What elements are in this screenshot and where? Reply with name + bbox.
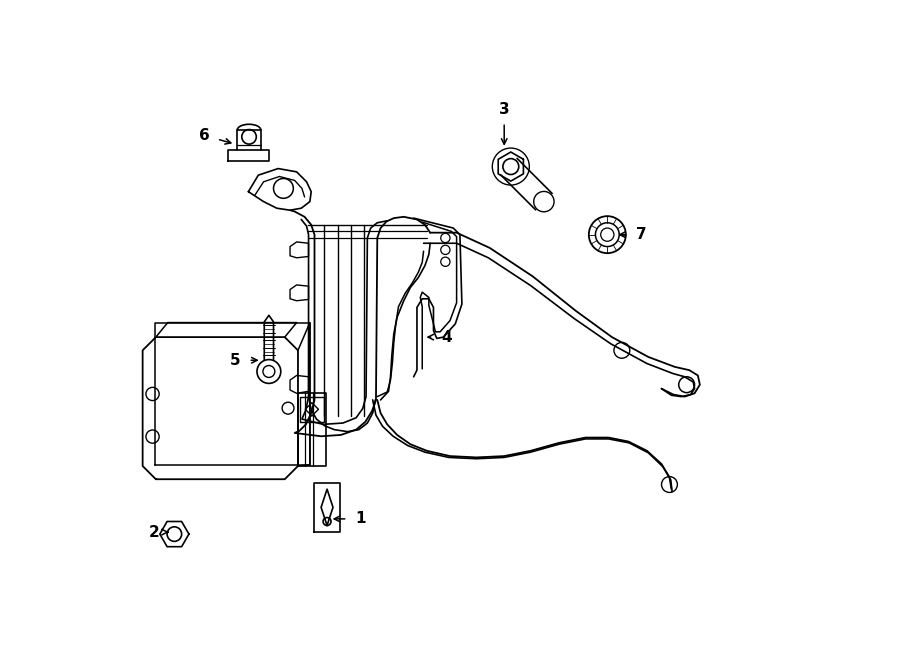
Text: 6: 6 xyxy=(199,128,210,143)
Text: 4: 4 xyxy=(441,330,452,344)
Text: 5: 5 xyxy=(230,353,240,368)
Text: 7: 7 xyxy=(636,227,647,242)
Text: 1: 1 xyxy=(356,512,366,526)
Text: 2: 2 xyxy=(149,525,160,539)
Text: 3: 3 xyxy=(499,102,509,116)
